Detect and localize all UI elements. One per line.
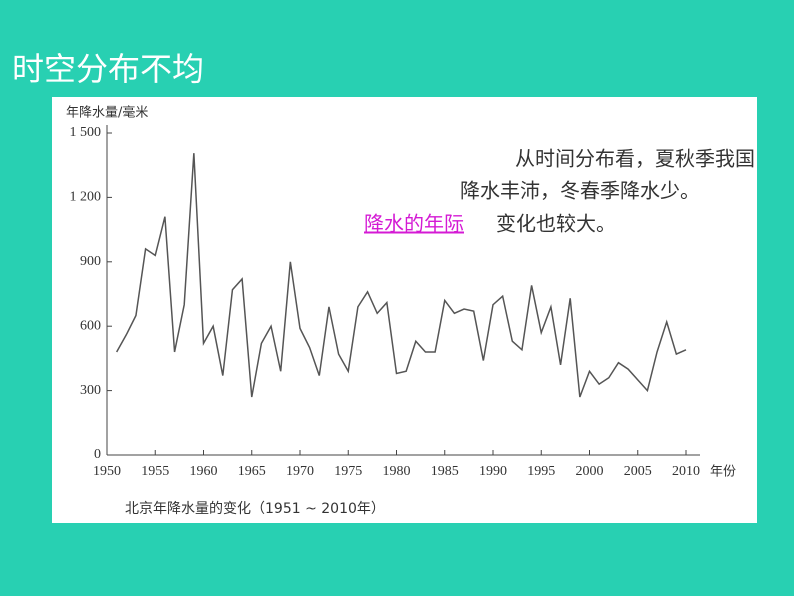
x-tick-label: 1995 [527,464,555,479]
y-tick-label: 600 [80,318,101,333]
x-tick-label: 1955 [141,464,169,479]
note-highlight: 降水的年际 [364,212,464,236]
x-tick-label: 1990 [479,464,507,479]
y-tick-label: 300 [80,383,101,398]
x-tick-label: 1970 [286,464,314,479]
x-axis-label: 年份 [710,465,736,480]
chart-panel [52,97,757,523]
y-tick-label: 1 500 [70,125,102,140]
y-tick-label: 0 [94,447,101,462]
data-line [115,153,687,398]
x-tick-label: 1985 [431,464,459,479]
x-tick-label: 2010 [672,464,700,479]
note-line: 从时间分布看，夏秋季我国 [515,147,755,171]
x-tick-label: 2005 [624,464,652,479]
x-tick-label: 2000 [576,464,604,479]
note-line: 降水丰沛，冬春季降水少。 [460,179,700,203]
x-tick-label: 1950 [93,464,121,479]
y-tick-label: 1 200 [70,190,102,205]
x-tick-label: 1965 [238,464,266,479]
slide-title: 时空分布不均 [12,50,204,88]
x-tick-label: 1960 [190,464,218,479]
y-axis-label: 年降水量/毫米 [66,105,148,121]
y-tick-label: 900 [80,254,101,269]
note-line: 变化也较大。 [496,212,616,236]
x-tick-label: 1975 [334,464,362,479]
x-tick-label: 1980 [383,464,411,479]
chart-caption: 北京年降水量的变化（1951 ~ 2010年） [125,501,385,517]
